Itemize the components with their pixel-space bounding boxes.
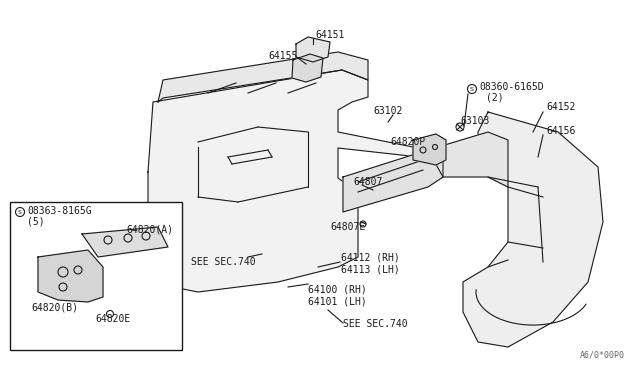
Text: 08363-8165G: 08363-8165G bbox=[27, 206, 92, 216]
Polygon shape bbox=[343, 150, 443, 212]
Text: 63102: 63102 bbox=[373, 106, 403, 116]
Text: 64807: 64807 bbox=[353, 177, 382, 187]
Text: (2): (2) bbox=[486, 92, 504, 102]
Text: S: S bbox=[18, 209, 22, 215]
Text: 63103: 63103 bbox=[460, 116, 490, 126]
Text: S: S bbox=[470, 87, 474, 92]
Text: 64112 (RH): 64112 (RH) bbox=[341, 252, 400, 262]
Polygon shape bbox=[413, 134, 446, 165]
Polygon shape bbox=[463, 112, 603, 347]
Text: A6/0*00P0: A6/0*00P0 bbox=[580, 351, 625, 360]
Text: 64820E: 64820E bbox=[95, 314, 131, 324]
Polygon shape bbox=[296, 37, 330, 62]
Text: SEE SEC.740: SEE SEC.740 bbox=[343, 319, 408, 329]
Polygon shape bbox=[158, 52, 368, 102]
Polygon shape bbox=[428, 132, 508, 187]
Polygon shape bbox=[82, 227, 168, 257]
Text: 64101 (LH): 64101 (LH) bbox=[308, 296, 367, 306]
Polygon shape bbox=[138, 70, 428, 292]
Text: SEE SEC.740: SEE SEC.740 bbox=[191, 257, 255, 267]
Text: 64152: 64152 bbox=[546, 102, 575, 112]
Text: 64807E: 64807E bbox=[330, 222, 365, 232]
Text: 64156: 64156 bbox=[546, 126, 575, 136]
Text: 64820(A): 64820(A) bbox=[126, 224, 173, 234]
Polygon shape bbox=[292, 54, 323, 82]
Text: 64155: 64155 bbox=[268, 51, 298, 61]
Text: 08360-6165D: 08360-6165D bbox=[479, 82, 543, 92]
Text: 64100 (RH): 64100 (RH) bbox=[308, 284, 367, 294]
Text: (5): (5) bbox=[27, 216, 45, 226]
Text: 64820(B): 64820(B) bbox=[31, 302, 78, 312]
Text: 64151: 64151 bbox=[315, 30, 344, 40]
Text: 64113 (LH): 64113 (LH) bbox=[341, 264, 400, 274]
Text: 64820P: 64820P bbox=[390, 137, 425, 147]
FancyBboxPatch shape bbox=[10, 202, 182, 350]
Polygon shape bbox=[38, 250, 103, 302]
